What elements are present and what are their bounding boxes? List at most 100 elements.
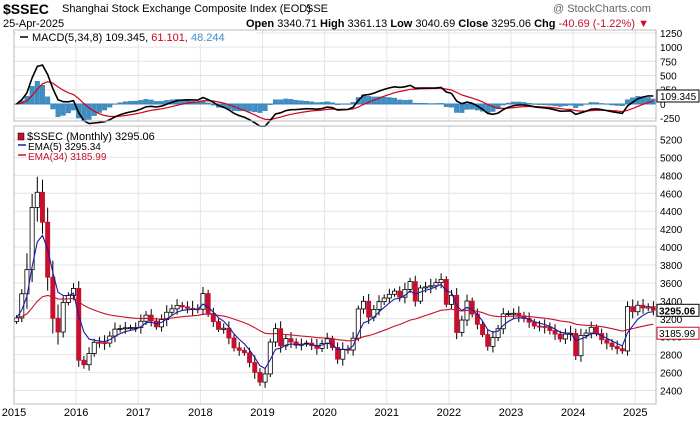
candle-body <box>583 332 589 336</box>
candle-body <box>122 327 128 330</box>
macd-histogram-bar <box>495 103 501 110</box>
macd-histogram-bar <box>86 103 92 120</box>
macd-histogram-bar <box>619 103 625 106</box>
macd-histogram-bar <box>604 103 610 105</box>
ema34-price-tag-box <box>656 326 700 340</box>
high-value: 3361.13 <box>347 18 388 30</box>
candle-body <box>319 343 325 349</box>
macd-histogram-bar <box>324 101 330 105</box>
x-tick-label: 2023 <box>499 407 523 419</box>
price-tick-label: 2400 <box>660 387 683 398</box>
candle-body <box>588 326 594 334</box>
macd-histogram-bar <box>205 102 211 105</box>
x-tick-label: 2024 <box>561 407 585 419</box>
candle-body <box>257 371 263 383</box>
macd-panel-frame <box>13 29 657 122</box>
macd-histogram-bar <box>350 102 356 105</box>
candle-body <box>76 288 82 361</box>
macd-histogram-bar <box>557 103 563 107</box>
macd-histogram-bar <box>526 103 532 105</box>
macd-histogram-bar <box>412 102 418 105</box>
macd-histogram-bar <box>568 103 574 106</box>
macd-histogram-bar <box>433 103 439 105</box>
macd-histogram-bar <box>55 103 61 117</box>
x-tick-label: 2015 <box>2 407 26 419</box>
candle-body <box>117 328 123 330</box>
price-panel-frame <box>13 125 657 405</box>
candle-body <box>174 305 180 310</box>
macd-histogram-bar <box>392 97 398 105</box>
chg-label: Chg <box>534 18 556 30</box>
candle-body <box>557 333 563 340</box>
close-value: 3295.06 <box>491 18 532 30</box>
macd-current-value-label: 109.345 <box>660 92 697 103</box>
x-tick-label: 2020 <box>312 407 336 419</box>
macd-histogram-bar <box>531 103 537 105</box>
macd-histogram-bar <box>464 103 470 110</box>
macd-histogram-bar <box>117 102 123 105</box>
candle-body <box>324 338 330 345</box>
exchange-label: SSE <box>306 3 329 15</box>
macd-tick-label: -250 <box>660 114 680 125</box>
macd-histogram-bar <box>143 99 149 105</box>
macd-histogram-bar <box>122 101 128 105</box>
candle-body <box>200 293 206 310</box>
macd-histogram-bar <box>428 103 434 105</box>
macd-histogram-bar <box>381 96 387 105</box>
macd-histogram-bar <box>112 103 118 105</box>
candle-body <box>454 294 460 333</box>
price-tick-label: 5000 <box>660 153 683 164</box>
macd-histogram-bar <box>423 103 429 105</box>
macd-histogram-bar <box>407 99 413 105</box>
grid-layer <box>13 30 656 404</box>
macd-histogram-bar <box>102 103 108 111</box>
candle-body <box>552 330 558 335</box>
candle-body <box>381 297 387 303</box>
macd-layer <box>14 64 656 128</box>
macd-histogram-bar <box>599 103 605 105</box>
candle-body <box>226 327 232 339</box>
macd-histogram-bar <box>443 103 449 108</box>
macd-histogram-bar <box>272 99 278 105</box>
macd-histogram-bar <box>552 103 558 106</box>
price-tick-label: 4800 <box>660 171 683 182</box>
macd-histogram-bar <box>304 100 310 105</box>
macd-histogram-bar <box>45 96 51 105</box>
macd-legend-part: 61.101, <box>151 32 191 44</box>
candle-body <box>609 342 615 347</box>
candle-body <box>392 290 398 295</box>
candle-body <box>102 342 108 345</box>
candle-body <box>505 313 511 315</box>
candle-body <box>81 359 87 366</box>
macd-histogram-bar <box>133 100 139 105</box>
price-tick-label: 4400 <box>660 207 683 218</box>
x-tick-label: 2022 <box>437 407 461 419</box>
macd-histogram-bar <box>573 103 579 108</box>
x-tick-label: 2018 <box>188 407 212 419</box>
high-label: High <box>320 18 345 30</box>
macd-histogram-bar <box>516 101 522 105</box>
candle-body <box>205 293 211 314</box>
price-tick-label: 2600 <box>660 369 683 380</box>
price-legend-swatch <box>17 132 25 141</box>
macd-histogram-bar <box>262 103 268 111</box>
candle-body <box>516 312 522 317</box>
ema5-legend: EMA(5) 3295.34 <box>28 142 101 153</box>
macd-tick-label: 1000 <box>660 43 683 54</box>
candle-body <box>625 306 630 352</box>
close-price-tag-box <box>656 303 700 317</box>
candle-body <box>278 328 284 347</box>
macd-histogram-bar <box>96 103 102 113</box>
candle-body <box>562 333 568 340</box>
candle-body <box>361 300 366 310</box>
candle-body <box>640 304 646 309</box>
chg-value: -40.69 (-1.22%) <box>558 18 635 30</box>
index-name: Shanghai Stock Exchange Composite Index … <box>62 3 311 15</box>
low-value: 3040.69 <box>415 18 456 30</box>
x-tick-label: 2017 <box>126 407 150 419</box>
macd-histogram-bar <box>50 103 56 110</box>
candle-body <box>272 328 278 343</box>
macd-tick-label: 1250 <box>660 29 683 40</box>
macd-histogram-bar <box>578 103 584 106</box>
